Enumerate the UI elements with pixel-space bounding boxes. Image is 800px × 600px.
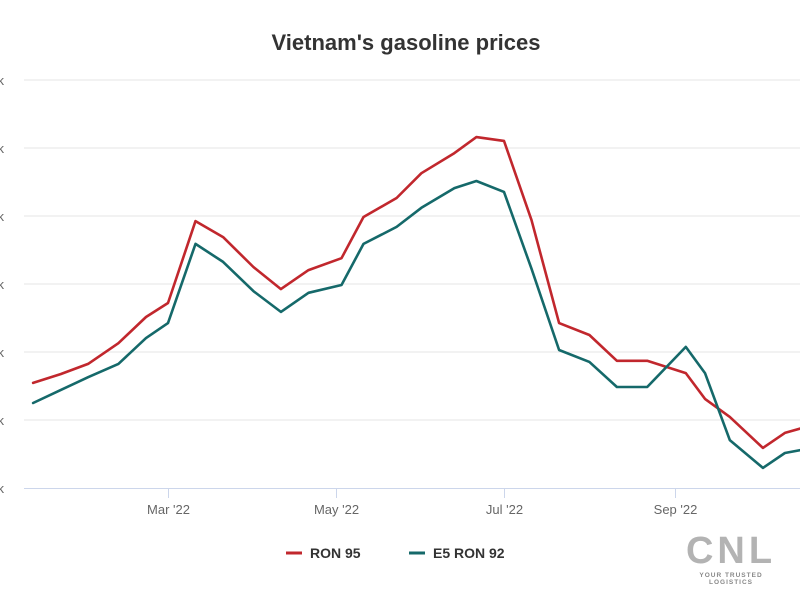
x-tick-label: Jul '22 — [486, 502, 523, 517]
logo-tagline: YOUR TRUSTED LOGISTICS — [699, 572, 763, 586]
y-axis-labels: 22k 24k 26k 28k 30k 32k 34k — [0, 73, 4, 496]
y-tick-label: 34k — [0, 73, 4, 88]
legend-item-e5-ron92[interactable]: E5 RON 92 — [409, 545, 505, 561]
y-tick-label: 26k — [0, 345, 4, 360]
series-lines — [31, 135, 800, 470]
y-tick-label: 32k — [0, 141, 4, 156]
series-line-e5-ron92[interactable] — [31, 179, 800, 470]
x-tick-label: May '22 — [314, 502, 359, 517]
legend: RON 95 E5 RON 92 — [286, 545, 505, 561]
legend-label-ron95: RON 95 — [310, 545, 361, 561]
x-tick-label: Sep '22 — [654, 502, 698, 517]
cnl-logo: CNL YOUR TRUSTED LOGISTICS — [676, 532, 786, 586]
y-tick-label: 22k — [0, 481, 4, 496]
legend-label-e5-ron92: E5 RON 92 — [433, 545, 505, 561]
y-tick-label: 30k — [0, 209, 4, 224]
x-tick-label: Mar '22 — [147, 502, 190, 517]
y-gridlines — [24, 79, 800, 421]
chart-title: Vietnam's gasoline prices — [272, 30, 541, 55]
legend-item-ron95[interactable]: RON 95 — [286, 545, 361, 561]
y-tick-label: 24k — [0, 413, 4, 428]
x-axis: Mar '22 May '22 Jul '22 Sep '22 — [24, 488, 800, 517]
series-line-ron95[interactable] — [31, 135, 800, 450]
y-tick-label: 28k — [0, 277, 4, 292]
logo-mark: CNL — [685, 530, 777, 572]
